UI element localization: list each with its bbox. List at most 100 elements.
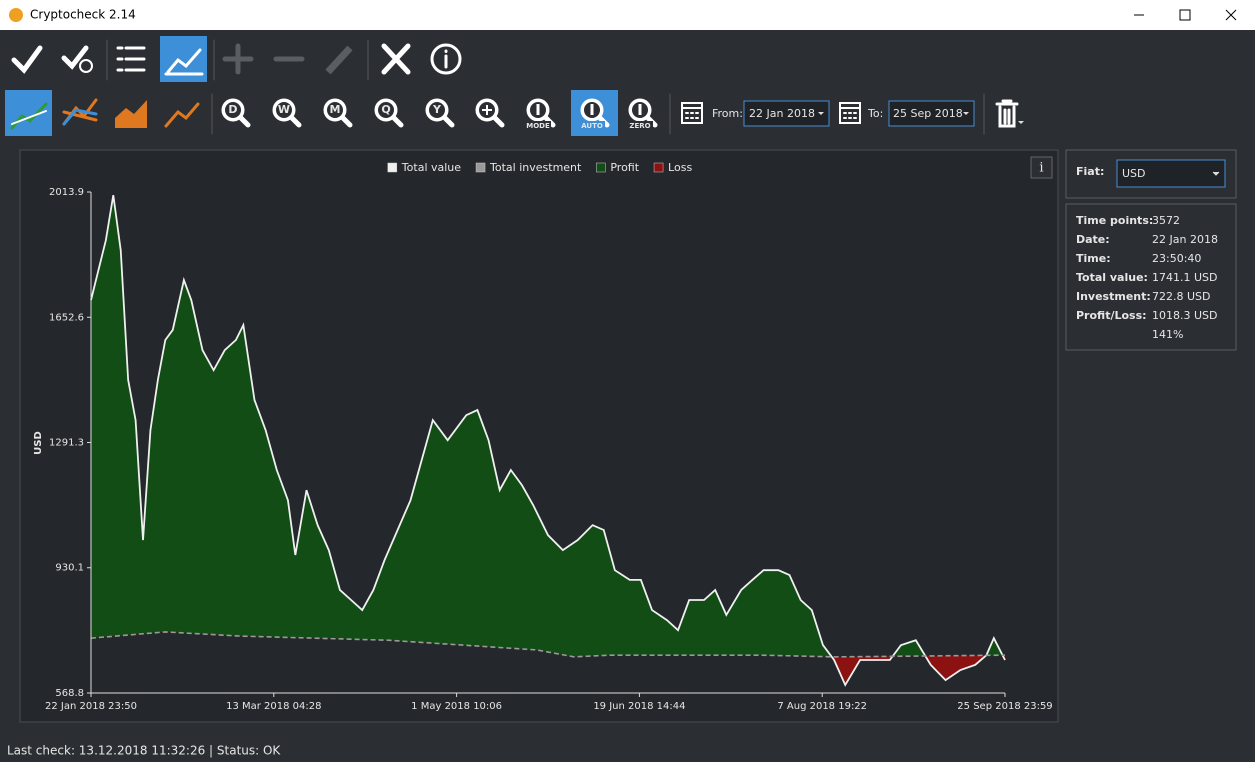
zoom-mode-label-bg	[525, 121, 551, 130]
x-tick-label: 22 Jan 2018 23:50	[45, 701, 137, 712]
zoom-plus	[482, 105, 492, 115]
zoom-letter: Q	[381, 103, 390, 116]
maximize-button[interactable]	[1179, 9, 1191, 21]
chart-icon	[164, 48, 204, 76]
window-title: Cryptocheck 2.14	[30, 8, 136, 22]
zoom-mode-label-bg	[627, 121, 653, 130]
from-date-combo[interactable]	[743, 100, 830, 127]
value-line	[90, 194, 1006, 687]
zoom-letter: W	[278, 103, 290, 116]
info-label: Profit/Loss:	[1076, 309, 1147, 322]
zoom-button[interactable]: M	[323, 98, 353, 128]
info-rows: Time points:3572 Date: 22 Jan 2018 Time: 23:…	[1076, 214, 1218, 341]
zoom-mode-label: AUTO	[581, 122, 603, 130]
zoom-mode-button[interactable]: ZERO	[627, 98, 658, 130]
title-bar	[0, 0, 1255, 30]
zoom-button[interactable]: Y	[425, 98, 455, 128]
info-value: 1741.1 USD	[1152, 271, 1218, 284]
zoom-handle	[492, 115, 505, 128]
info-value: 141%	[1152, 328, 1183, 341]
chart-mode-4-button[interactable]	[164, 102, 200, 128]
check-button[interactable]	[11, 45, 43, 74]
zoom-button[interactable]: Q	[374, 98, 404, 128]
legend-swatch	[653, 162, 664, 173]
legend-swatch	[596, 162, 606, 173]
clock-icon	[79, 59, 93, 73]
about-button[interactable]	[430, 43, 462, 75]
zoom-lens-inner	[378, 102, 394, 118]
info-value: 722.8 USD	[1152, 290, 1211, 303]
dropdown-arrow	[1212, 171, 1220, 176]
info-value: 3572	[1152, 214, 1180, 227]
close-button[interactable]	[1225, 9, 1237, 21]
zoom-handle	[238, 115, 251, 128]
zoom-handle	[442, 115, 455, 128]
y-axis-label: USD	[33, 431, 44, 455]
to-date: 25 Sep 2018	[893, 107, 963, 120]
legend-label: Total value	[401, 161, 461, 174]
zoom-handle	[340, 115, 353, 128]
info-label: Time:	[1076, 252, 1111, 265]
add-button[interactable]	[222, 43, 254, 75]
dropdown-arrow	[1018, 121, 1024, 124]
from-date: 22 Jan 2018	[749, 107, 815, 120]
x-tick-label: 19 Jun 2018 14:44	[593, 701, 685, 712]
fiat-label: Fiat:	[1076, 165, 1104, 178]
axes	[90, 192, 1005, 694]
info-label: Total value:	[1076, 271, 1148, 284]
zoom-lens-inner	[429, 102, 445, 118]
zoom-button[interactable]: W	[272, 98, 302, 128]
info-value: 23:50:40	[1152, 252, 1201, 265]
list-button[interactable]	[116, 46, 146, 72]
zoom-mode-button[interactable]: AUTO	[579, 98, 610, 130]
chart-info-label: i	[1039, 161, 1043, 176]
chart-info-button[interactable]	[1030, 156, 1053, 179]
plot: 568.8 930.1 1291.3 1652.6 2013.9 22 Jan 2018 …	[45, 161, 1053, 712]
x-tick-label: 7 Aug 2018 19:22	[777, 701, 867, 712]
delete-button[interactable]	[995, 99, 1019, 128]
x-tick-label: 25 Sep 2018 23:59	[957, 701, 1052, 712]
zoom-lens-inner	[225, 102, 241, 118]
zoom-in-button[interactable]	[475, 98, 505, 128]
y-tick-label: 568.8	[55, 688, 84, 699]
fiat-combo[interactable]	[1116, 159, 1226, 188]
investment-line	[90, 631, 1006, 658]
legend-label: Loss	[668, 161, 692, 174]
x-tick-label: 1 May 2018 10:06	[411, 701, 502, 712]
info-panel	[1065, 203, 1237, 351]
edit-button[interactable]	[325, 45, 353, 75]
y-tick-label: 930.1	[55, 563, 84, 574]
zoom-mode-button[interactable]: MODE	[525, 98, 556, 130]
zoom-handle	[289, 115, 302, 128]
legend-swatch	[475, 162, 486, 173]
legend: Total value Total investment Profit Loss	[387, 161, 692, 174]
zoom-mode-label: ZERO	[629, 122, 650, 130]
to-calendar-icon[interactable]	[839, 102, 861, 124]
check-schedule-button[interactable]	[61, 45, 89, 70]
zoom-letter: M	[330, 103, 341, 116]
y-tick-label: 2013.9	[49, 187, 84, 198]
legend-label: Profit	[610, 161, 639, 174]
legend-label: Total investment	[489, 161, 582, 174]
settings-button[interactable]	[381, 43, 411, 75]
zoom-lens-inner	[276, 102, 292, 118]
chart-mode-3-button[interactable]	[115, 100, 147, 128]
profit-area	[91, 195, 1005, 657]
to-label: To:	[867, 107, 883, 120]
info-label: Investment:	[1076, 290, 1151, 303]
from-calendar-icon[interactable]	[681, 102, 703, 124]
chart-mode-2-icon	[62, 108, 98, 126]
info-value: 1018.3 USD	[1152, 309, 1218, 322]
dropdown-arrow	[818, 112, 824, 115]
status-bar: Last check: 13.12.2018 11:32:26 | Status…	[7, 744, 281, 758]
zoom-letter: D	[228, 103, 237, 116]
zoom-handle	[391, 115, 404, 128]
zoom-button[interactable]: D	[221, 98, 251, 128]
info-label: Date:	[1076, 233, 1110, 246]
app-icon	[9, 8, 23, 22]
to-date-combo[interactable]	[888, 100, 975, 127]
toolbar-row-1	[11, 36, 462, 82]
fiat-panel	[1065, 149, 1237, 199]
